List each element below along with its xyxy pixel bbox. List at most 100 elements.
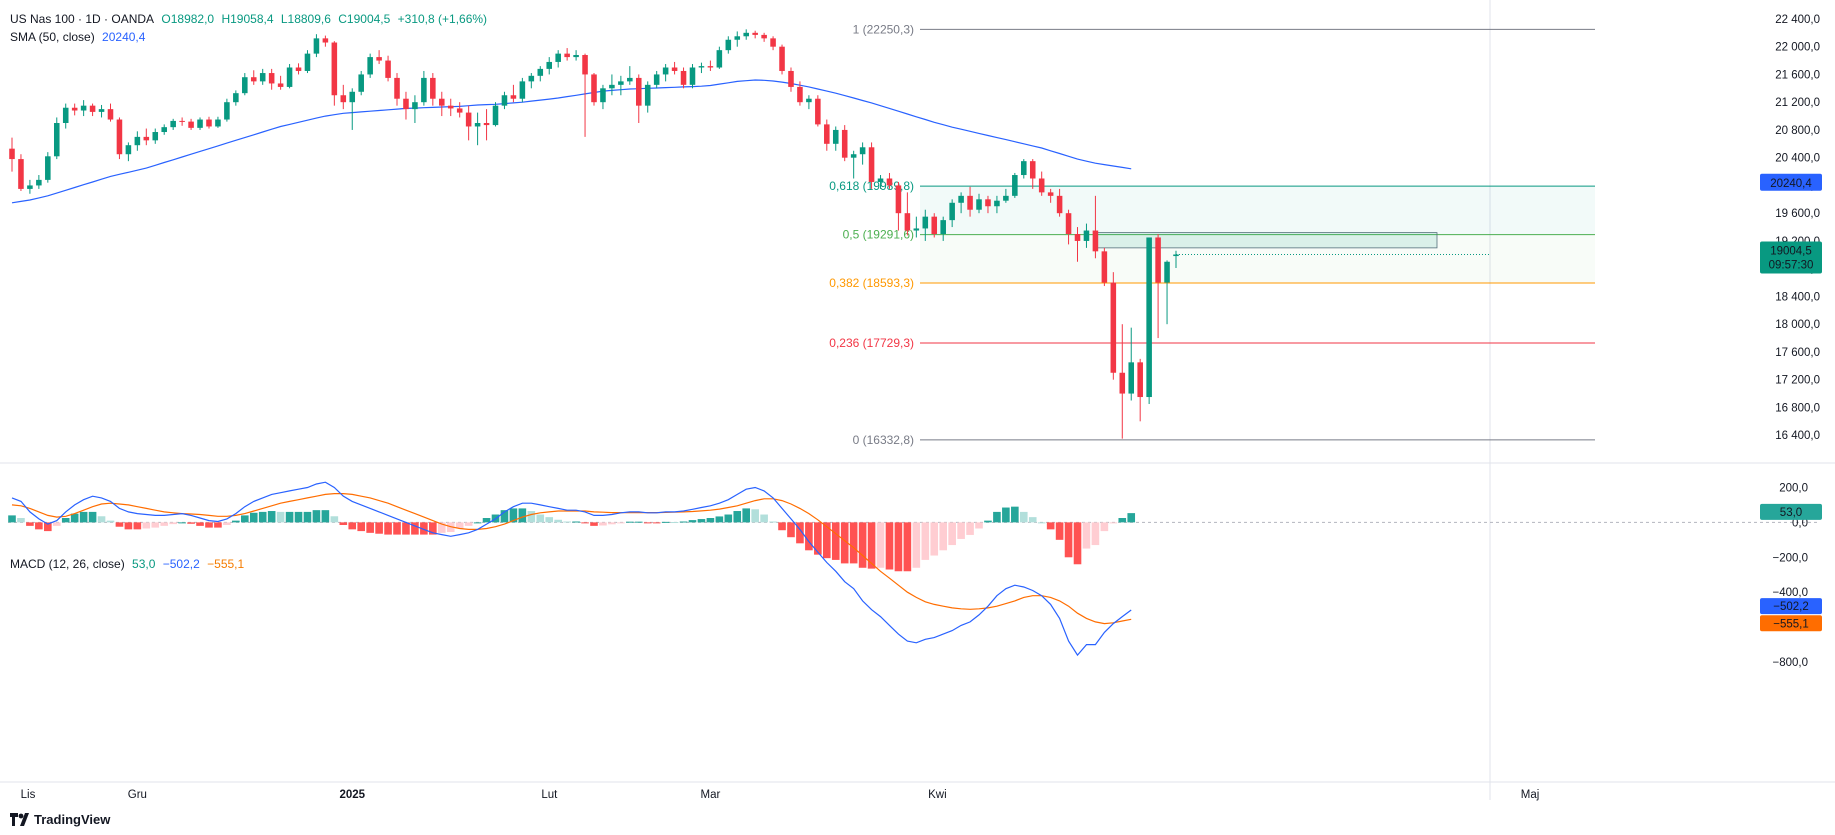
- price-tick-label: 18 000,0: [1775, 319, 1820, 331]
- candle-body: [394, 77, 400, 99]
- candle-body: [80, 105, 87, 111]
- macd-histogram-bar: [769, 521, 777, 523]
- candle-body: [116, 119, 123, 155]
- candle-body: [107, 109, 114, 120]
- candle-body: [385, 60, 391, 78]
- macd-histogram-bar: [240, 515, 249, 523]
- candle-body: [125, 145, 132, 155]
- candle-body: [770, 38, 776, 47]
- candle-body: [170, 120, 176, 128]
- candle-body: [537, 68, 544, 76]
- candle-body: [940, 220, 946, 234]
- candle-body: [188, 121, 194, 128]
- macd-histogram-bar: [1064, 522, 1073, 558]
- macd-histogram-bar: [643, 522, 652, 524]
- candle-body: [600, 88, 606, 103]
- macd-histogram-bar: [1100, 522, 1109, 532]
- macd-histogram-bar: [214, 522, 222, 528]
- candle-body: [340, 95, 347, 103]
- candle-body: [71, 107, 78, 111]
- candle-body: [358, 74, 364, 92]
- candle-body: [501, 95, 508, 106]
- macd-histogram-bar: [205, 522, 213, 528]
- close-value: C19004,5: [338, 12, 391, 26]
- macd-histogram-bar: [178, 522, 186, 524]
- sma-legend[interactable]: SMA (50, close) 20240,4: [10, 29, 149, 45]
- candle-body: [18, 159, 24, 189]
- candle-body: [53, 123, 60, 157]
- sma-axis-value: 20240,4: [1770, 178, 1812, 190]
- time-tick-label: Kwi: [928, 789, 947, 801]
- candle-body: [815, 98, 821, 125]
- candle-body: [716, 50, 723, 68]
- macd-histogram-bar: [321, 510, 330, 523]
- macd-histogram-bar: [921, 522, 930, 560]
- macd-histogram-bar: [97, 516, 106, 523]
- tradingview-logo[interactable]: TradingView: [10, 812, 110, 827]
- candle-body: [465, 112, 472, 127]
- candle-body: [331, 42, 338, 96]
- high-value: H19058,4: [221, 12, 274, 26]
- macd-histogram-bar: [429, 522, 437, 535]
- candle-body: [976, 199, 982, 210]
- macd-histogram-bar: [652, 522, 661, 524]
- candle-body: [680, 70, 687, 85]
- macd-histogram-bar: [79, 511, 88, 523]
- macd-histogram-bar: [634, 521, 643, 523]
- candle-body: [519, 81, 526, 99]
- macd-legend[interactable]: MACD (12, 26, close) 53,0 −502,2 −555,1: [10, 556, 248, 572]
- macd-histogram-bar: [545, 517, 554, 523]
- macd-histogram-bar: [258, 511, 267, 523]
- time-tick-label: Lut: [541, 789, 558, 801]
- candle-body: [474, 123, 481, 127]
- macd-histogram-bar: [527, 511, 536, 523]
- ohlc-legend: US Nas 100 · 1D · OANDA O18982,0 H19058,…: [10, 11, 491, 27]
- macd-histogram-bar: [1037, 522, 1046, 524]
- change-value: +310,8 (+1,66%): [397, 12, 488, 26]
- price-tick-label: 21 200,0: [1775, 97, 1820, 109]
- candle-body: [591, 74, 597, 103]
- macd-histogram-bar: [840, 522, 849, 564]
- candle-body: [761, 34, 767, 39]
- macd-histogram-bar: [536, 514, 545, 523]
- candle-body: [403, 98, 409, 110]
- candle-body: [644, 84, 651, 106]
- candle-body: [447, 105, 454, 109]
- candle-body: [662, 67, 669, 75]
- macd-histogram-bar: [437, 522, 446, 533]
- sma-line: [11, 79, 1132, 204]
- macd-histogram-bar: [330, 516, 339, 523]
- macd-histogram-bar: [1019, 511, 1028, 523]
- candle-body: [779, 46, 785, 71]
- candle-body: [1029, 161, 1036, 179]
- macd-histogram-bar: [106, 520, 115, 523]
- macd-histogram-bar: [285, 511, 294, 523]
- macd-histogram-bar: [661, 521, 670, 523]
- sma-value: 20240,4: [102, 30, 146, 44]
- candle-body: [1137, 362, 1143, 398]
- candle-body: [1092, 230, 1099, 252]
- symbol-label[interactable]: US Nas 100 · 1D · OANDA: [10, 12, 155, 26]
- candle-body: [609, 84, 615, 89]
- macd-histogram-bar: [133, 522, 142, 530]
- macd-histogram-bar: [867, 522, 876, 569]
- macd-histogram-bar: [509, 508, 518, 523]
- price-tick-label: 16 800,0: [1775, 402, 1820, 414]
- candle-body: [958, 195, 964, 203]
- macd-histogram-bar: [375, 522, 383, 534]
- time-tick-label: Mar: [700, 789, 720, 801]
- macd-histogram-bar: [357, 522, 366, 532]
- candle-body: [752, 32, 758, 35]
- candle-body: [967, 195, 973, 210]
- macd-line-axis-value: −502,2: [1773, 601, 1809, 613]
- macd-histogram-bar: [849, 522, 858, 564]
- candle-body: [421, 77, 427, 103]
- macd-histogram-bar: [1082, 522, 1091, 549]
- candle-body: [295, 67, 302, 71]
- macd-histogram-bar: [482, 518, 491, 523]
- macd-histogram-bar: [500, 510, 509, 523]
- fib-level-label: 0,236 (17729,3): [829, 336, 914, 350]
- macd-histogram-bar: [957, 522, 965, 539]
- macd-histogram-bar: [303, 511, 312, 523]
